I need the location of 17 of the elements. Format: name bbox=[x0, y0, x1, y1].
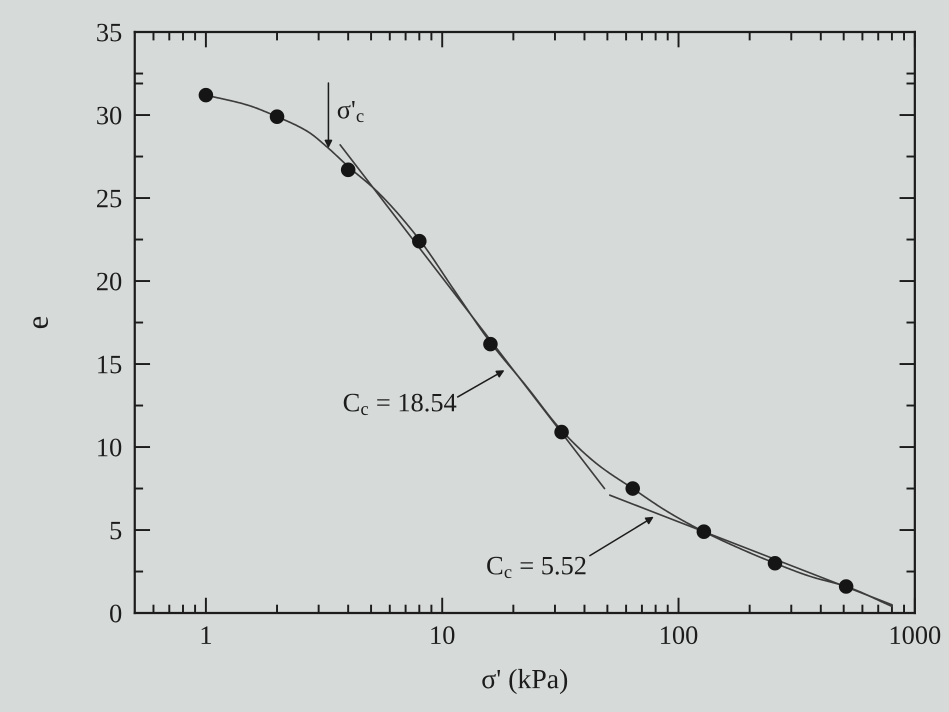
annotation: σ'$_{c}$ bbox=[338, 101, 364, 122]
y-tick-label: 5 bbox=[110, 522, 122, 540]
y-axis-title: e bbox=[33, 316, 48, 328]
x-tick-label: 1 bbox=[202, 626, 211, 644]
x-tick-label: 10 bbox=[431, 626, 454, 644]
y-tick-label: 15 bbox=[98, 356, 122, 374]
y-tick-label: 30 bbox=[97, 106, 122, 124]
x-axis-title: σ' (kPa) bbox=[482, 668, 568, 694]
y-tick-label: 35 bbox=[97, 24, 122, 42]
x-tick-label: 100 bbox=[661, 626, 698, 644]
y-tick-label: 20 bbox=[97, 272, 122, 290]
y-tick-label: 0 bbox=[110, 604, 122, 622]
y-tick-label: 10 bbox=[98, 438, 122, 456]
annotation: C$_{c}$ = 5.52 bbox=[487, 556, 586, 578]
annotation: C$_{c}$ = 18.54 bbox=[344, 394, 456, 416]
y-tick-label: 25 bbox=[97, 190, 122, 208]
x-tick-label: 1000 bbox=[890, 626, 940, 644]
